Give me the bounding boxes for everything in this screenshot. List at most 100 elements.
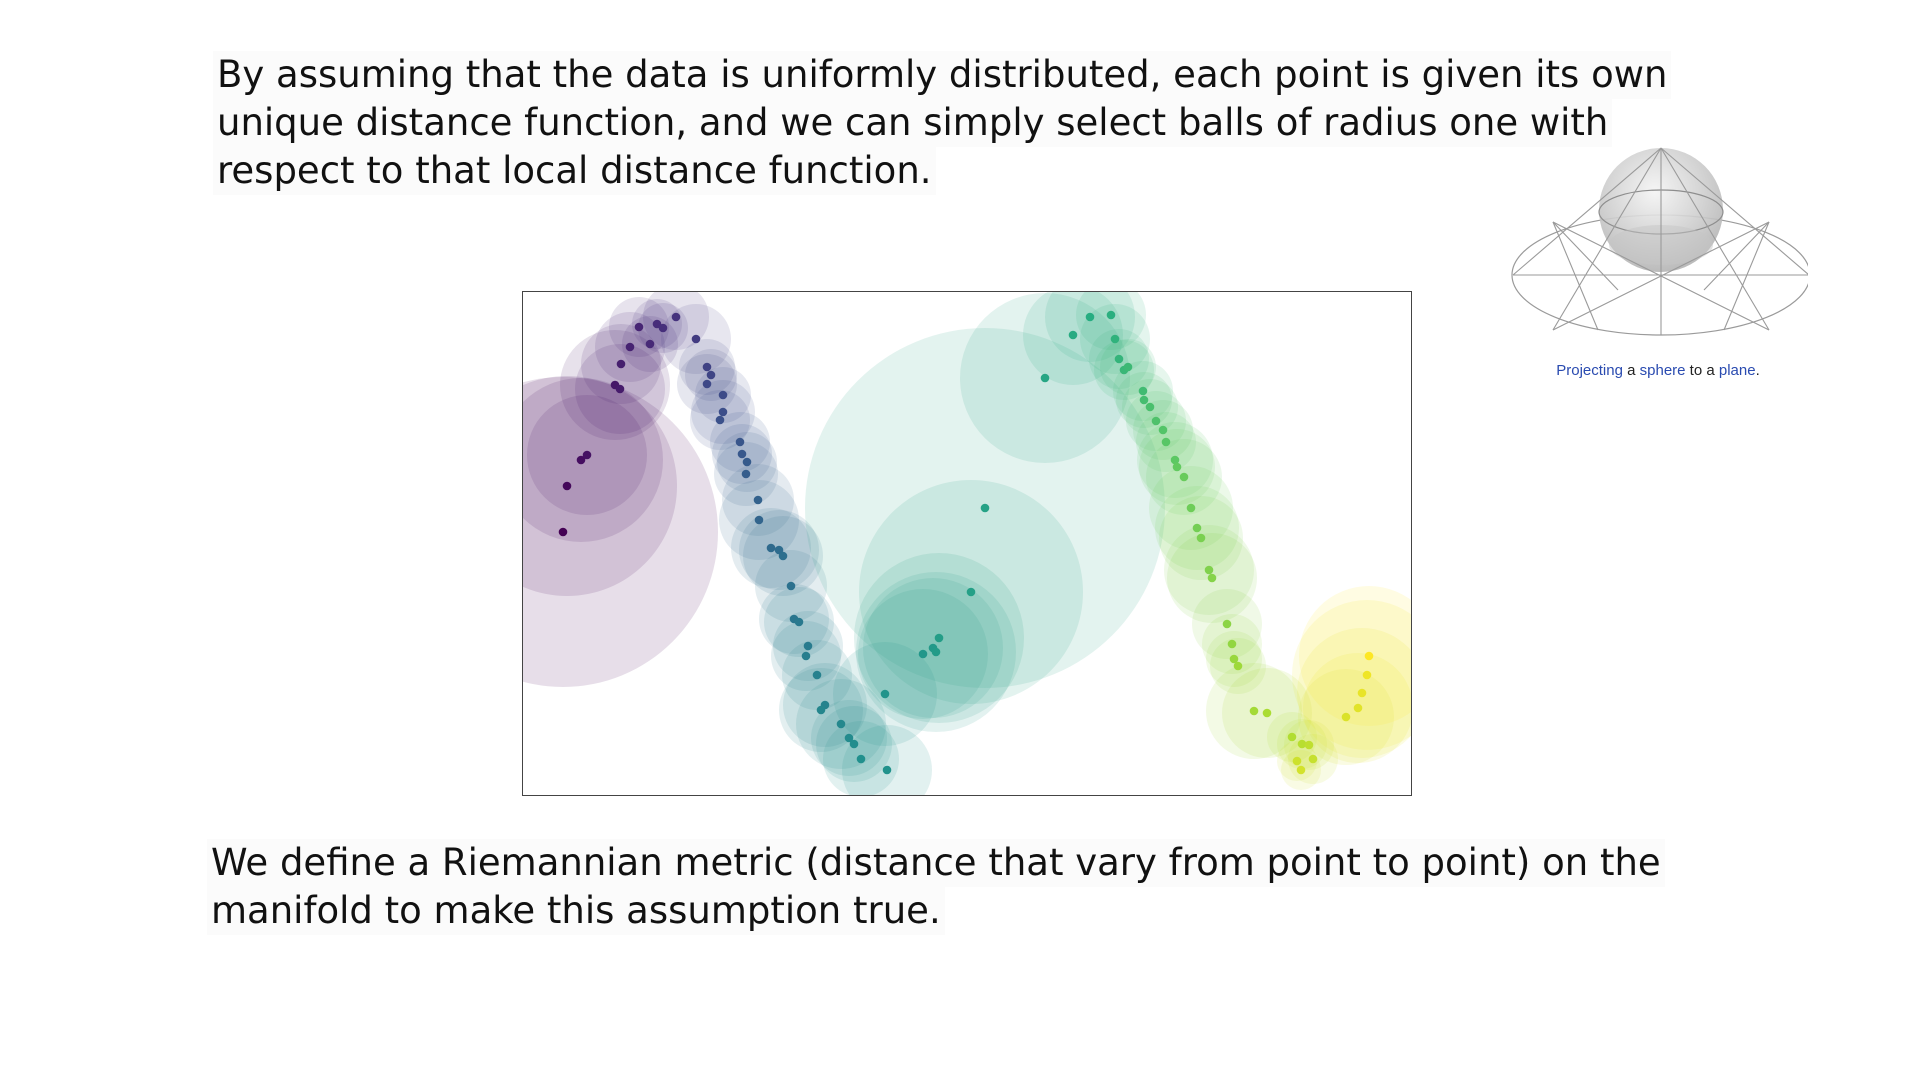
data-point-43 [918, 649, 928, 659]
data-point-12 [671, 312, 681, 322]
data-point-84 [1353, 703, 1363, 713]
data-point-81 [1292, 756, 1302, 766]
data-point-13 [691, 334, 701, 344]
data-point-48 [980, 503, 990, 513]
data-point-76 [1262, 708, 1272, 718]
data-point-69 [1204, 565, 1214, 575]
data-point-45 [931, 647, 941, 657]
data-point-58 [1139, 395, 1149, 405]
caption-link-sphere[interactable]: sphere [1639, 362, 1686, 379]
data-point-73 [1229, 654, 1239, 664]
data-point-66 [1186, 503, 1196, 513]
data-point-29 [786, 581, 796, 591]
data-point-6 [616, 359, 626, 369]
data-point-51 [1085, 312, 1095, 322]
data-point-0 [558, 527, 568, 537]
data-point-23 [741, 469, 751, 479]
data-point-31 [794, 617, 804, 627]
data-point-28 [778, 551, 788, 561]
data-point-5 [615, 384, 625, 394]
data-point-17 [718, 390, 728, 400]
caption-link-projecting[interactable]: Projecting [1556, 362, 1623, 379]
paragraph-bottom-line-2: manifold to make this assumption true. [207, 887, 945, 935]
scatter-plot-svg [523, 292, 1411, 795]
sphere-projection-illustration [1511, 147, 1811, 336]
data-point-56 [1123, 362, 1133, 372]
ball-85 [1297, 628, 1411, 758]
data-point-63 [1170, 455, 1180, 465]
ball-86 [1292, 600, 1411, 750]
paragraph-top: By assuming that the data is uniformly d… [213, 51, 1672, 195]
data-point-75 [1249, 706, 1259, 716]
data-point-64 [1172, 462, 1182, 472]
data-point-33 [801, 651, 811, 661]
data-point-47 [966, 587, 976, 597]
data-point-19 [715, 415, 725, 425]
ball-87 [1299, 586, 1411, 726]
data-point-24 [753, 495, 763, 505]
data-point-68 [1196, 533, 1206, 543]
data-point-40 [856, 754, 866, 764]
paragraph-top-line-1: By assuming that the data is uniformly d… [213, 51, 1672, 99]
data-point-65 [1179, 472, 1189, 482]
ball-41 [842, 725, 932, 795]
data-point-87 [1364, 651, 1374, 661]
data-point-18 [718, 407, 728, 417]
caption-text-to-a: to a [1685, 362, 1719, 379]
data-point-16 [702, 379, 712, 389]
caption-text-period: . [1755, 362, 1760, 379]
data-point-74 [1233, 661, 1243, 671]
data-point-11 [658, 323, 668, 333]
data-point-38 [844, 733, 854, 743]
data-point-53 [1110, 334, 1120, 344]
data-point-80 [1308, 754, 1318, 764]
paragraph-bottom: We define a Riemannian metric (distance … [207, 839, 1665, 935]
data-point-36 [816, 705, 826, 715]
ball-1 [523, 376, 677, 596]
data-point-7 [625, 342, 635, 352]
ball-52 [1076, 292, 1146, 350]
data-point-1 [562, 481, 572, 491]
data-point-34 [812, 670, 822, 680]
data-point-20 [735, 437, 745, 447]
data-point-52 [1106, 310, 1116, 320]
data-point-41 [882, 765, 892, 775]
data-point-59 [1145, 402, 1155, 412]
data-point-49 [1040, 373, 1050, 383]
data-point-70 [1207, 573, 1217, 583]
data-point-54 [1114, 354, 1124, 364]
data-point-61 [1158, 425, 1168, 435]
data-point-82 [1296, 765, 1306, 775]
data-point-83 [1341, 712, 1351, 722]
data-point-26 [766, 543, 776, 553]
ball-2 [523, 378, 663, 542]
data-point-78 [1297, 739, 1307, 749]
data-point-37 [836, 719, 846, 729]
points-layer [558, 310, 1374, 775]
data-point-3 [582, 450, 592, 460]
data-point-72 [1227, 639, 1237, 649]
data-point-8 [634, 322, 644, 332]
data-point-14 [702, 362, 712, 372]
data-point-9 [645, 339, 655, 349]
balls-layer [523, 292, 1411, 795]
data-point-71 [1222, 619, 1232, 629]
data-point-57 [1138, 386, 1148, 396]
paragraph-top-line-3: respect to that local distance function. [213, 147, 936, 195]
figure-caption: Projecting a sphere to a plane. [1508, 362, 1808, 379]
data-point-85 [1357, 688, 1367, 698]
ball-51 [1045, 292, 1135, 362]
data-point-67 [1192, 523, 1202, 533]
caption-text-a: a [1622, 362, 1640, 379]
paragraph-top-line-2: unique distance function, and we can sim… [213, 99, 1613, 147]
data-point-62 [1161, 437, 1171, 447]
data-point-32 [803, 641, 813, 651]
data-point-42 [880, 689, 890, 699]
scatter-plot [522, 291, 1412, 796]
data-point-50 [1068, 330, 1078, 340]
data-point-2 [576, 455, 586, 465]
caption-link-plane[interactable]: plane [1718, 362, 1756, 379]
sphere-projection-figure: Projecting a sphere to a plane. [1508, 130, 1811, 380]
data-point-25 [754, 515, 764, 525]
data-point-86 [1362, 670, 1372, 680]
